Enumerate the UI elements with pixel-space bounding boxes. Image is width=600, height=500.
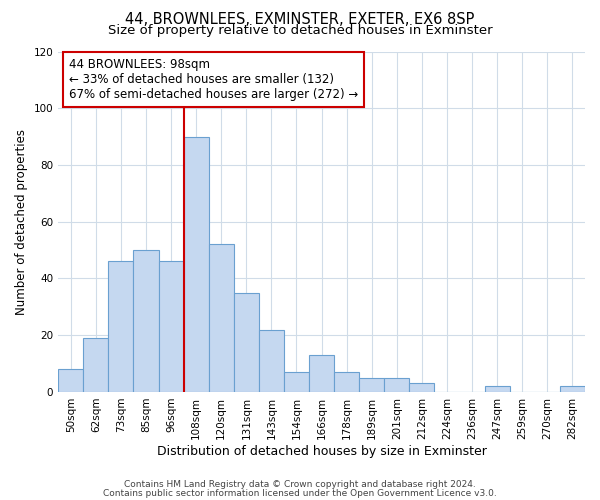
Bar xyxy=(560,386,585,392)
Text: Contains public sector information licensed under the Open Government Licence v3: Contains public sector information licen… xyxy=(103,488,497,498)
Bar xyxy=(284,372,309,392)
Text: Contains HM Land Registry data © Crown copyright and database right 2024.: Contains HM Land Registry data © Crown c… xyxy=(124,480,476,489)
Bar xyxy=(158,262,184,392)
Bar xyxy=(234,292,259,392)
Text: 44 BROWNLEES: 98sqm
← 33% of detached houses are smaller (132)
67% of semi-detac: 44 BROWNLEES: 98sqm ← 33% of detached ho… xyxy=(69,58,358,102)
Y-axis label: Number of detached properties: Number of detached properties xyxy=(15,128,28,314)
Bar xyxy=(309,355,334,392)
Bar xyxy=(409,384,434,392)
Bar xyxy=(109,262,133,392)
Text: 44, BROWNLEES, EXMINSTER, EXETER, EX6 8SP: 44, BROWNLEES, EXMINSTER, EXETER, EX6 8S… xyxy=(125,12,475,28)
Bar xyxy=(184,136,209,392)
Bar xyxy=(334,372,359,392)
Bar xyxy=(485,386,510,392)
Bar xyxy=(83,338,109,392)
X-axis label: Distribution of detached houses by size in Exminster: Distribution of detached houses by size … xyxy=(157,444,487,458)
Bar xyxy=(209,244,234,392)
Bar xyxy=(385,378,409,392)
Bar xyxy=(58,370,83,392)
Bar xyxy=(259,330,284,392)
Text: Size of property relative to detached houses in Exminster: Size of property relative to detached ho… xyxy=(107,24,493,37)
Bar xyxy=(359,378,385,392)
Bar xyxy=(133,250,158,392)
